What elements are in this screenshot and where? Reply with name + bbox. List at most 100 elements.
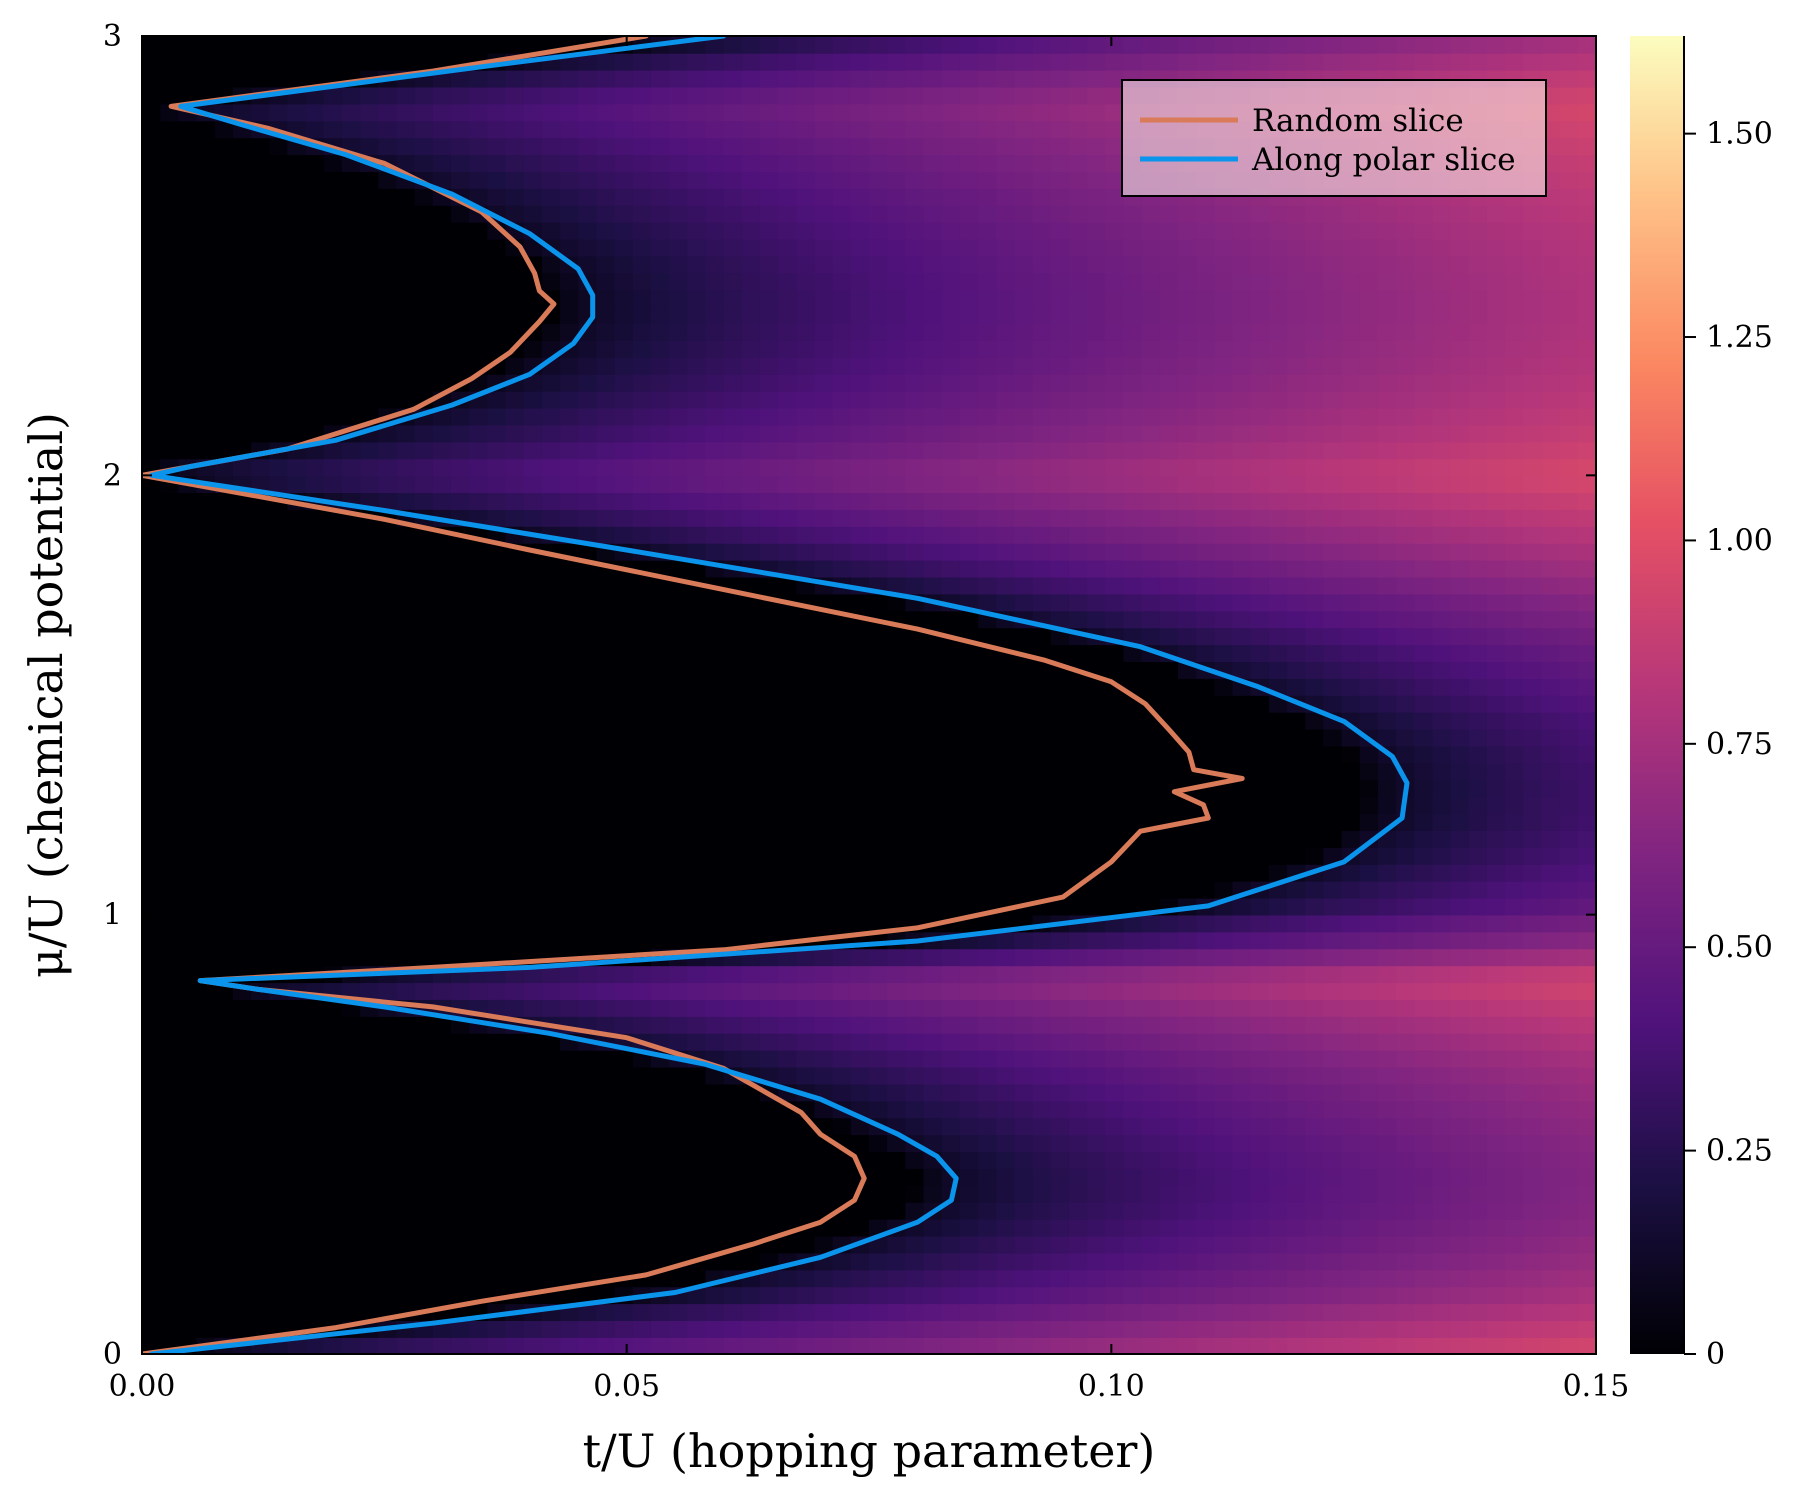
- heatmap-cell: [323, 1286, 343, 1305]
- heatmap-cell: [1486, 695, 1506, 713]
- heatmap-cell: [1214, 441, 1234, 460]
- heatmap-cell: [487, 1218, 507, 1237]
- heatmap-cell: [705, 373, 725, 392]
- heatmap-cell: [850, 526, 870, 544]
- heatmap-cell: [614, 357, 634, 375]
- heatmap-cell: [287, 1252, 307, 1271]
- heatmap-cell: [1450, 373, 1470, 392]
- heatmap-cell: [1305, 796, 1325, 815]
- heatmap-cell: [287, 306, 307, 325]
- heatmap-cell: [196, 323, 216, 341]
- heatmap-cell: [778, 661, 798, 679]
- heatmap-cell: [487, 745, 507, 764]
- heatmap-cell: [596, 576, 616, 595]
- heatmap-cell: [832, 813, 852, 831]
- heatmap-cell: [560, 1235, 580, 1254]
- heatmap-cell: [1250, 610, 1270, 629]
- heatmap-cell: [741, 779, 761, 798]
- heatmap-cell: [1123, 644, 1143, 663]
- heatmap-cell: [650, 982, 670, 1000]
- heatmap-cell: [723, 289, 743, 308]
- heatmap-cell: [341, 340, 361, 358]
- heatmap-cell: [341, 1100, 361, 1119]
- heatmap-cell: [1450, 644, 1470, 663]
- heatmap-cell: [1196, 948, 1216, 967]
- heatmap-cell: [1486, 593, 1506, 612]
- heatmap-cell: [832, 644, 852, 663]
- heatmap-cell: [1250, 542, 1270, 561]
- heatmap-cell: [1541, 711, 1561, 730]
- heatmap-cell: [214, 1066, 234, 1085]
- heatmap-cell: [1196, 745, 1216, 764]
- heatmap-cell: [1523, 897, 1543, 916]
- heatmap-cell: [1232, 424, 1252, 443]
- heatmap-cell: [432, 407, 452, 426]
- heatmap-cell: [1305, 390, 1325, 409]
- heatmap-cell: [832, 779, 852, 798]
- heatmap-cell: [1505, 982, 1525, 1000]
- heatmap-cell: [142, 492, 161, 510]
- heatmap-cell: [1050, 357, 1070, 375]
- heatmap-cell: [1468, 340, 1488, 358]
- heatmap-cell: [1305, 999, 1325, 1017]
- heatmap-cell: [1468, 576, 1488, 595]
- heatmap-cell: [469, 1100, 489, 1119]
- heatmap-cell: [1159, 492, 1179, 510]
- heatmap-cell: [414, 1016, 434, 1034]
- heatmap-cell: [687, 1016, 707, 1034]
- heatmap-cell: [1414, 1185, 1434, 1203]
- heatmap-cell: [1305, 526, 1325, 544]
- heatmap-cell: [850, 1016, 870, 1034]
- heatmap-cell: [160, 1016, 180, 1034]
- heatmap-cell: [959, 1134, 979, 1153]
- heatmap-cell: [1287, 441, 1307, 460]
- heatmap-cell: [1068, 1235, 1088, 1254]
- heatmap-cell: [560, 559, 580, 578]
- heatmap-cell: [360, 847, 380, 865]
- heatmap-cell: [1196, 644, 1216, 663]
- heatmap-cell: [778, 1032, 798, 1051]
- heatmap-cell: [796, 424, 816, 443]
- heatmap-cell: [1068, 610, 1088, 629]
- heatmap-cell: [1068, 390, 1088, 409]
- heatmap-cell: [1396, 931, 1416, 950]
- heatmap-cell: [741, 1252, 761, 1271]
- heatmap-cell: [269, 1117, 289, 1136]
- heatmap-cell: [414, 373, 434, 392]
- heatmap-cell: [323, 830, 343, 848]
- heatmap-cell: [178, 559, 198, 578]
- heatmap-cell: [887, 1151, 907, 1169]
- heatmap-cell: [996, 678, 1016, 696]
- heatmap-cell: [1141, 1201, 1161, 1220]
- heatmap-cell: [1087, 610, 1107, 629]
- heatmap-cell: [850, 542, 870, 561]
- heatmap-cell: [632, 695, 652, 713]
- heatmap-cell: [1577, 1168, 1596, 1186]
- heatmap-cell: [1523, 424, 1543, 443]
- heatmap-cell: [560, 982, 580, 1000]
- heatmap-cell: [614, 695, 634, 713]
- heatmap-cell: [869, 1168, 888, 1186]
- heatmap-cell: [923, 1303, 943, 1322]
- heatmap-cell: [1032, 1016, 1052, 1034]
- heatmap-cell: [269, 610, 289, 629]
- heatmap-cell: [1087, 931, 1107, 950]
- heatmap-cell: [396, 762, 416, 781]
- heatmap-cell: [1505, 542, 1525, 561]
- heatmap-cell: [450, 1235, 470, 1254]
- heatmap-cell: [1432, 711, 1452, 730]
- heatmap-cell: [1577, 1286, 1596, 1305]
- heatmap-cell: [160, 1134, 180, 1153]
- heatmap-cell: [1105, 813, 1125, 831]
- heatmap-cell: [560, 965, 580, 984]
- heatmap-cell: [978, 796, 998, 815]
- heatmap-cell: [978, 813, 998, 831]
- heatmap-cell: [487, 695, 507, 713]
- heatmap-cell: [1432, 1016, 1452, 1034]
- heatmap-cell: [1341, 627, 1361, 646]
- heatmap-cell: [1414, 1117, 1434, 1136]
- heatmap-cell: [1541, 441, 1561, 460]
- heatmap-cell: [1541, 593, 1561, 612]
- heatmap-cell: [305, 1201, 325, 1220]
- heatmap-cell: [1541, 1016, 1561, 1034]
